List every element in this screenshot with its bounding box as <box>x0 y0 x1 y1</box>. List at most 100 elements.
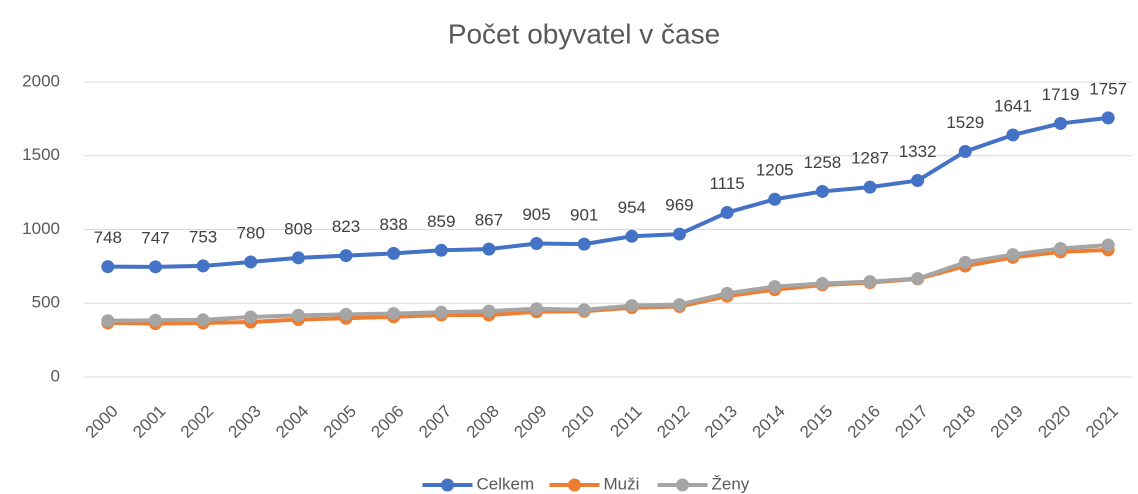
data-label: 1332 <box>899 142 937 161</box>
data-point <box>768 280 782 294</box>
data-label: 747 <box>141 228 169 247</box>
data-label: 1258 <box>803 153 841 172</box>
data-point <box>768 192 782 206</box>
data-point <box>672 298 686 312</box>
data-point <box>625 299 639 313</box>
x-tick-label: 2004 <box>272 402 312 442</box>
data-label: 905 <box>522 205 550 224</box>
data-label: 748 <box>94 228 122 247</box>
x-tick-label: 2012 <box>653 402 693 442</box>
legend-marker <box>441 478 454 492</box>
data-point <box>530 302 544 316</box>
data-point <box>244 255 258 269</box>
data-point <box>339 307 353 321</box>
y-tick-label: 1500 <box>22 145 60 164</box>
data-point <box>1101 111 1115 125</box>
data-point <box>577 303 591 317</box>
data-label: 954 <box>618 198 646 217</box>
x-tick-label: 2020 <box>1034 402 1074 442</box>
data-point <box>958 144 972 158</box>
x-tick-label: 2003 <box>225 402 265 442</box>
data-label: 1529 <box>946 113 984 132</box>
data-label: 1757 <box>1089 79 1127 98</box>
data-point <box>625 229 639 243</box>
data-point <box>815 184 829 198</box>
x-tick-label: 2017 <box>891 402 931 442</box>
y-tick-label: 500 <box>32 293 60 312</box>
x-tick-label: 2008 <box>463 402 503 442</box>
data-label: 808 <box>284 219 312 238</box>
x-tick-label: 2002 <box>177 402 217 442</box>
data-point <box>101 260 115 274</box>
data-point <box>1101 238 1115 252</box>
data-label: 969 <box>665 196 693 215</box>
x-tick-label: 2014 <box>749 402 789 442</box>
x-tick-label: 2011 <box>607 402 646 441</box>
x-tick-label: 2005 <box>320 402 360 442</box>
x-tick-label: 2010 <box>558 402 598 442</box>
x-tick-label: 2001 <box>129 402 169 442</box>
x-tick-label: 2000 <box>82 402 122 442</box>
legend-label: Ženy <box>712 474 750 493</box>
series-line <box>107 115 1109 269</box>
data-point <box>815 276 829 290</box>
data-point <box>1006 248 1020 262</box>
data-point <box>387 246 401 260</box>
y-tick-label: 1000 <box>22 219 60 238</box>
data-point <box>387 307 401 321</box>
data-label: 823 <box>332 217 360 236</box>
data-label: 753 <box>189 227 217 246</box>
x-tick-label: 2019 <box>987 402 1027 442</box>
data-point <box>148 313 162 327</box>
data-point <box>101 314 115 328</box>
data-point <box>148 260 162 274</box>
data-point <box>672 227 686 241</box>
y-tick-label: 2000 <box>22 71 60 90</box>
x-tick-label: 2009 <box>510 402 550 442</box>
x-tick-label: 2018 <box>939 402 979 442</box>
x-tick-label: 2021 <box>1082 402 1122 442</box>
data-point <box>911 174 925 188</box>
data-point <box>1054 242 1068 256</box>
data-point <box>1054 116 1068 130</box>
data-label: 1287 <box>851 149 889 168</box>
data-label: 859 <box>427 212 455 231</box>
data-label: 901 <box>570 206 598 225</box>
x-tick-label: 2007 <box>415 402 455 442</box>
legend-marker <box>568 478 581 492</box>
x-tick-label: 2013 <box>701 402 741 442</box>
data-point <box>196 259 210 273</box>
data-point <box>530 237 544 251</box>
data-point <box>577 237 591 251</box>
data-point <box>863 275 877 289</box>
chart-title: Počet obyvatel v čase <box>448 18 720 49</box>
data-point <box>291 251 305 265</box>
data-point <box>720 286 734 300</box>
legend-label: Celkem <box>477 474 535 493</box>
data-point <box>958 255 972 269</box>
data-label: 780 <box>237 223 265 242</box>
data-label: 1641 <box>994 96 1032 115</box>
legend-label: Muži <box>604 474 640 493</box>
data-label: 1205 <box>756 161 794 180</box>
data-label: 1719 <box>1042 85 1080 104</box>
series-line <box>107 242 1109 323</box>
data-point <box>196 313 210 327</box>
data-point <box>482 242 496 256</box>
y-tick-label: 0 <box>51 366 60 385</box>
data-point <box>720 206 734 220</box>
data-label: 867 <box>475 211 503 230</box>
data-point <box>244 310 258 324</box>
legend-marker <box>676 478 689 492</box>
x-tick-label: 2015 <box>796 402 836 442</box>
x-tick-label: 2016 <box>844 402 884 442</box>
data-label: 838 <box>379 215 407 234</box>
data-label: 1115 <box>709 174 744 193</box>
data-point <box>1006 128 1020 142</box>
data-point <box>339 249 353 263</box>
data-point <box>291 308 305 322</box>
data-point <box>434 305 448 319</box>
data-point <box>863 180 877 194</box>
data-point <box>482 304 496 318</box>
